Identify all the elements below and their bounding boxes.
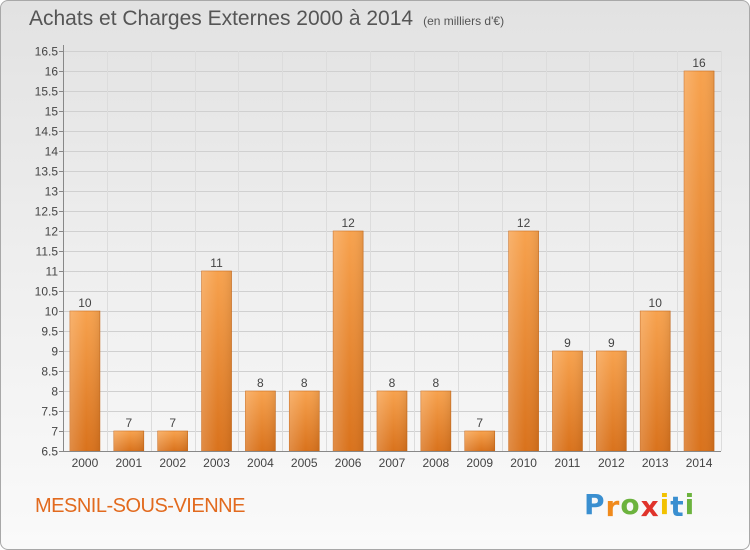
y-tick-label: 7 bbox=[51, 425, 58, 439]
x-tick-label: 2004 bbox=[247, 456, 274, 470]
logo-letter: P bbox=[584, 488, 606, 521]
y-tick-label: 10 bbox=[45, 305, 59, 319]
bar-shade bbox=[333, 231, 364, 451]
x-tick-label: 2012 bbox=[598, 456, 625, 470]
y-tick-label: 10.5 bbox=[35, 285, 59, 299]
bar-shade bbox=[640, 311, 671, 451]
y-tick-label: 9.5 bbox=[41, 325, 58, 339]
data-label: 16 bbox=[692, 56, 706, 70]
bar-2000 bbox=[69, 310, 101, 452]
bar-shade bbox=[289, 391, 320, 451]
x-tick-label: 2001 bbox=[115, 456, 142, 470]
proxiti-logo[interactable]: Proxiti bbox=[584, 488, 696, 523]
x-tick-label: 2006 bbox=[335, 456, 362, 470]
bar-2009 bbox=[464, 430, 496, 452]
y-tick-label: 14.5 bbox=[35, 125, 59, 139]
labels: 6.5 7 7.5 8 8.5 9 9.5 10 10.5 11 11.5 12 12.5 13 13.5 1… bbox=[35, 45, 713, 471]
bar-shade bbox=[420, 391, 451, 451]
bar-2004 bbox=[245, 390, 276, 452]
y-tick-label: 11 bbox=[46, 265, 59, 279]
chart-title-text: Achats et Charges Externes 2000 à 2014 bbox=[29, 7, 414, 30]
logo-letter: r bbox=[605, 490, 621, 523]
logo-letter: t bbox=[670, 490, 685, 523]
logo-letter: i bbox=[659, 488, 671, 521]
chart-unit-label: (en milliers d'€) bbox=[423, 14, 505, 28]
bar-2010 bbox=[508, 230, 539, 452]
data-label: 12 bbox=[341, 216, 355, 230]
x-tick-label: 2007 bbox=[379, 456, 406, 470]
data-label: 9 bbox=[564, 336, 571, 350]
x-tick-label: 2014 bbox=[686, 456, 713, 470]
x-tick-label: 2010 bbox=[510, 456, 537, 470]
bar-shade bbox=[245, 391, 276, 451]
x-tick-label: 2003 bbox=[203, 456, 230, 470]
bar-shade bbox=[377, 391, 407, 451]
y-tick-label: 13.5 bbox=[35, 165, 59, 179]
bar-shade bbox=[464, 431, 495, 451]
bar-shade bbox=[596, 351, 627, 451]
chart-title: Achats et Charges Externes 2000 à 2014 (e… bbox=[29, 7, 504, 31]
bar-2012 bbox=[596, 350, 627, 452]
y-tick-label: 15.5 bbox=[35, 85, 59, 99]
bar-shade bbox=[684, 71, 715, 451]
data-label: 7 bbox=[169, 416, 176, 430]
x-tick-label: 2002 bbox=[159, 456, 186, 470]
x-tick-label: 2009 bbox=[466, 456, 493, 470]
y-tick-label: 13 bbox=[45, 185, 59, 199]
x-tick-label: 2005 bbox=[291, 456, 318, 470]
x-tick-label: 2008 bbox=[423, 456, 450, 470]
y-tick-label: 15 bbox=[45, 105, 59, 119]
data-label: 7 bbox=[476, 416, 483, 430]
logo-letter: x bbox=[640, 490, 660, 523]
bar-2008 bbox=[420, 390, 452, 452]
y-tick-label: 9 bbox=[51, 345, 58, 359]
bar-shade bbox=[201, 271, 232, 451]
y-tick-label: 8.5 bbox=[41, 365, 58, 379]
y-tick-label: 7.5 bbox=[41, 405, 58, 419]
bar-shade bbox=[113, 431, 144, 451]
y-tick-label: 16.5 bbox=[35, 45, 59, 59]
bar-shade bbox=[69, 311, 100, 451]
y-tick-label: 14 bbox=[45, 145, 59, 159]
data-label: 11 bbox=[210, 256, 223, 270]
bar-shade bbox=[552, 351, 583, 451]
bar-2014 bbox=[683, 70, 715, 452]
bar-2006 bbox=[332, 230, 364, 452]
data-label: 9 bbox=[608, 336, 615, 350]
bar-2011 bbox=[552, 350, 583, 452]
axes bbox=[59, 45, 721, 452]
x-tick-label: 2000 bbox=[72, 456, 99, 470]
y-tick-label: 6.5 bbox=[41, 445, 58, 459]
data-label: 8 bbox=[389, 376, 396, 390]
bar-2002 bbox=[157, 430, 188, 452]
bar-shade bbox=[157, 431, 188, 451]
bar-2005 bbox=[288, 390, 320, 452]
data-label: 8 bbox=[433, 376, 440, 390]
bar-2013 bbox=[639, 310, 671, 452]
x-tick-label: 2013 bbox=[642, 456, 669, 470]
data-label: 10 bbox=[649, 296, 663, 310]
bar-2001 bbox=[113, 430, 145, 452]
bar-shade bbox=[508, 231, 539, 451]
data-label: 10 bbox=[78, 296, 92, 310]
bar-2003 bbox=[201, 270, 232, 452]
y-tick-label: 8 bbox=[51, 385, 58, 399]
data-label: 8 bbox=[301, 376, 308, 390]
logo-letter: o bbox=[620, 488, 641, 521]
y-tick-label: 11.5 bbox=[36, 245, 59, 259]
y-tick-label: 16 bbox=[45, 65, 59, 79]
data-label: 7 bbox=[125, 416, 132, 430]
bar-2007 bbox=[376, 390, 408, 452]
x-tick-label: 2011 bbox=[555, 456, 581, 470]
data-label: 12 bbox=[517, 216, 531, 230]
logo-letter: i bbox=[684, 488, 696, 521]
y-tick-label: 12.5 bbox=[35, 205, 59, 219]
y-tick-label: 12 bbox=[45, 225, 59, 239]
commune-name: MESNIL-SOUS-VIENNE bbox=[35, 495, 245, 517]
bars bbox=[69, 70, 715, 452]
data-label: 8 bbox=[257, 376, 264, 390]
